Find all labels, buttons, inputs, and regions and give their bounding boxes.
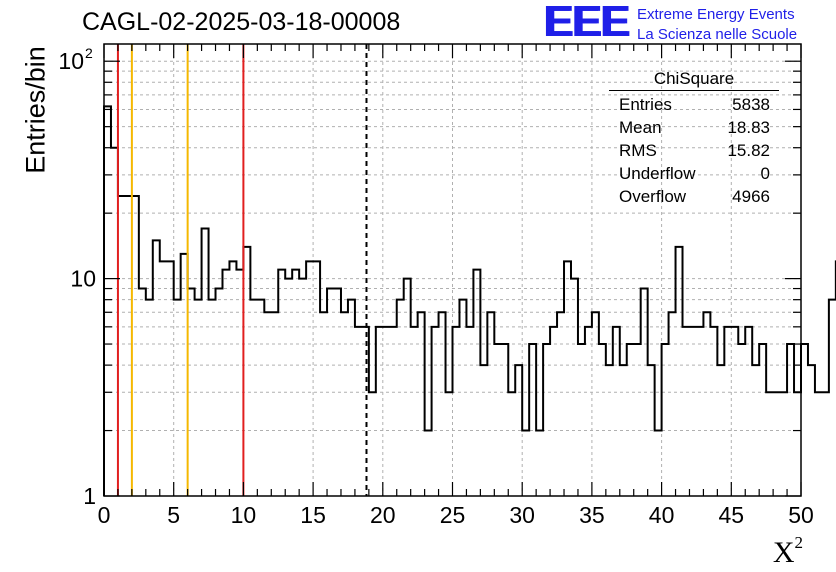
x-tick-label: 0 bbox=[98, 502, 111, 528]
stats-label: Entries bbox=[619, 95, 672, 114]
x-axis-label-exponent: 2 bbox=[794, 533, 804, 552]
x-tick-label: 15 bbox=[300, 502, 326, 528]
stats-value: 5838 bbox=[732, 95, 770, 114]
y-tick-label: 1 bbox=[83, 483, 96, 509]
logo-line-1: Extreme Energy Events bbox=[637, 6, 795, 23]
stats-row-underflow: Underflow 0 bbox=[609, 162, 779, 185]
x-tick-label: 30 bbox=[509, 502, 535, 528]
stats-value: 4966 bbox=[732, 187, 770, 206]
run-title: CAGL-02-2025-03-18-00008 bbox=[82, 8, 401, 36]
x-tick-label: 40 bbox=[649, 502, 675, 528]
stats-value: 15.82 bbox=[727, 141, 770, 160]
stats-label: Underflow bbox=[619, 164, 696, 183]
stats-value: 0 bbox=[760, 164, 770, 183]
stats-row-rms: RMS 15.82 bbox=[609, 139, 779, 162]
y-tick-label: 10 bbox=[70, 266, 96, 292]
stats-label: Mean bbox=[619, 118, 662, 137]
stats-value: 18.83 bbox=[727, 118, 770, 137]
y-tick-label: 10 bbox=[58, 48, 84, 74]
eee-logo-mark: EEE bbox=[543, 0, 629, 46]
stats-row-entries: Entries 5838 bbox=[609, 93, 779, 116]
x-axis-label: X2 bbox=[772, 533, 804, 570]
x-tick-label: 10 bbox=[231, 502, 257, 528]
x-tick-label: 25 bbox=[440, 502, 466, 528]
x-tick-label: 5 bbox=[167, 502, 180, 528]
x-tick-label: 50 bbox=[788, 502, 814, 528]
y-tick-label-exponent: 2 bbox=[85, 45, 93, 61]
x-tick-label: 35 bbox=[579, 502, 605, 528]
stats-title: ChiSquare bbox=[609, 68, 779, 91]
x-tick-label: 20 bbox=[370, 502, 396, 528]
stats-box: ChiSquare Entries 5838 Mean 18.83 RMS 15… bbox=[609, 68, 779, 208]
logo-line-2: La Scienza nelle Scuole bbox=[637, 26, 798, 43]
stats-label: RMS bbox=[619, 141, 657, 160]
stats-row-overflow: Overflow 4966 bbox=[609, 185, 779, 208]
y-axis-label: Entries/bin bbox=[20, 46, 51, 174]
x-tick-label: 45 bbox=[719, 502, 745, 528]
stats-row-mean: Mean 18.83 bbox=[609, 116, 779, 139]
stats-label: Overflow bbox=[619, 187, 687, 206]
x-axis-label-symbol: X bbox=[772, 536, 795, 569]
